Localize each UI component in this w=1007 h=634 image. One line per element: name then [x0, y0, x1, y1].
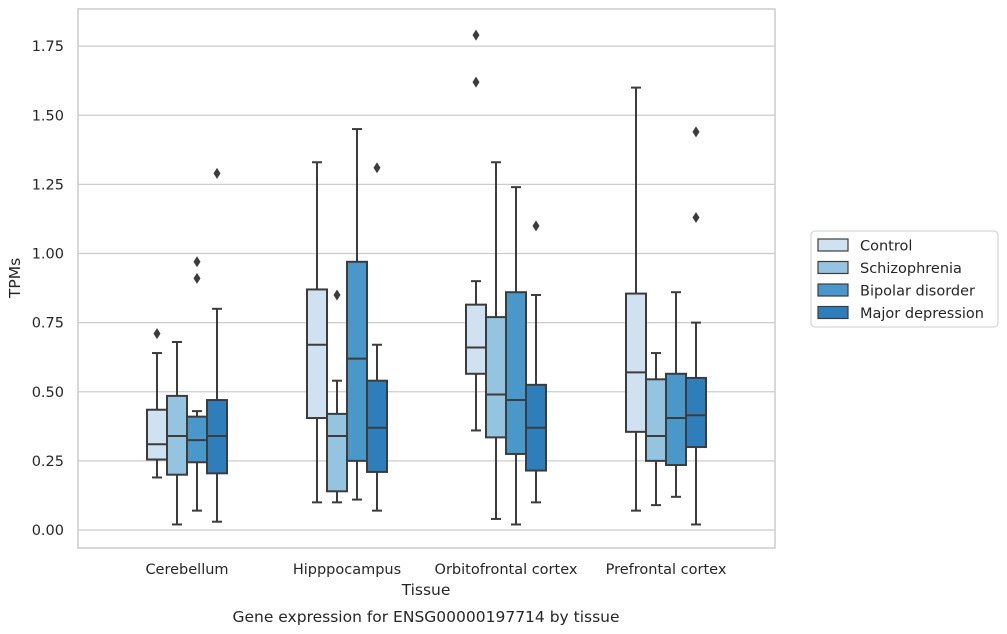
- outlier-point: [472, 76, 480, 88]
- box-iqr: [465, 303, 487, 375]
- box-iqr: [326, 412, 348, 493]
- legend-item: Schizophrenia: [817, 260, 962, 277]
- box-iqr: [665, 372, 687, 467]
- x-axis-ticks: Cerebellum Hipppocampus Orbitofrontal cort…: [145, 562, 726, 578]
- box-iqr: [306, 288, 328, 420]
- y-tick-label: 1.00: [32, 247, 64, 263]
- outlier-point: [193, 272, 201, 284]
- legend-label: Schizophrenia: [860, 261, 962, 277]
- box-iqr: [625, 292, 647, 433]
- outlier-point: [692, 126, 700, 138]
- box-plot-area: [146, 29, 707, 526]
- box-3-0: [625, 86, 647, 512]
- box-2-2: [505, 186, 527, 526]
- y-axis-ticks: 0.00 0.25 0.50 0.75 1.00 1.25 1.50 1.75: [32, 39, 64, 539]
- box-2-3: [525, 220, 547, 504]
- box-0-0: [146, 328, 168, 479]
- box-1-2: [346, 128, 368, 501]
- legend-frame: [810, 230, 999, 328]
- outlier-point: [692, 212, 700, 224]
- y-tick-label: 0.75: [32, 316, 64, 332]
- legend: Control Schizophrenia Bipolar disorder Majo…: [810, 230, 999, 328]
- y-axis-title: TPMs: [6, 258, 24, 299]
- y-tick-label: 1.50: [32, 108, 64, 124]
- box-iqr: [146, 408, 168, 461]
- legend-label: Control: [860, 239, 912, 255]
- y-tick-label: 1.75: [32, 39, 64, 55]
- box-2-0: [465, 29, 487, 432]
- legend-label: Major depression: [860, 306, 984, 322]
- box-iqr: [346, 260, 368, 462]
- x-tick-label: Prefrontal cortex: [606, 562, 727, 578]
- outlier-point: [472, 29, 480, 41]
- legend-swatch: [817, 305, 849, 320]
- box-3-2: [665, 291, 687, 498]
- x-tick-label: Hipppocampus: [293, 562, 401, 578]
- box-0-1: [166, 340, 188, 526]
- legend-swatch: [817, 260, 849, 275]
- box-2-1: [485, 161, 507, 520]
- legend-item: Major depression: [817, 305, 984, 322]
- outlier-point: [153, 328, 161, 340]
- outlier-point: [193, 256, 201, 268]
- y-tick-label: 1.25: [32, 177, 64, 193]
- box-0-3: [206, 167, 228, 523]
- box-iqr: [485, 316, 507, 439]
- box-iqr: [685, 376, 707, 449]
- x-axis-title: Tissue: [401, 581, 451, 599]
- legend-item: Control: [817, 238, 912, 255]
- box-1-1: [326, 289, 348, 504]
- x-tick-label: Cerebellum: [145, 562, 228, 578]
- legend-swatch: [817, 283, 849, 297]
- legend-label: Bipolar disorder: [860, 284, 975, 300]
- plot-frame: [77, 8, 776, 549]
- y-tick-label: 0.25: [32, 454, 64, 470]
- box-3-3: [685, 126, 707, 526]
- box-iqr: [366, 379, 388, 473]
- chart-title: Gene expression for ENSG00000197714 by t…: [232, 608, 619, 626]
- legend-swatch: [817, 238, 849, 252]
- box-3-1: [645, 352, 667, 507]
- outlier-point: [333, 289, 341, 301]
- outlier-point: [373, 162, 381, 174]
- y-tick-label: 0.00: [32, 523, 64, 539]
- box-iqr: [505, 291, 527, 455]
- outlier-point: [213, 167, 221, 179]
- x-tick-label: Orbitofrontal cortex: [435, 562, 578, 578]
- y-tick-label: 0.50: [32, 385, 64, 401]
- legend-item: Bipolar disorder: [817, 283, 975, 300]
- box-0-2: [186, 256, 208, 512]
- outlier-point: [532, 220, 540, 232]
- box-1-3: [366, 162, 388, 512]
- box-iqr: [645, 378, 667, 462]
- box-1-0: [306, 161, 328, 504]
